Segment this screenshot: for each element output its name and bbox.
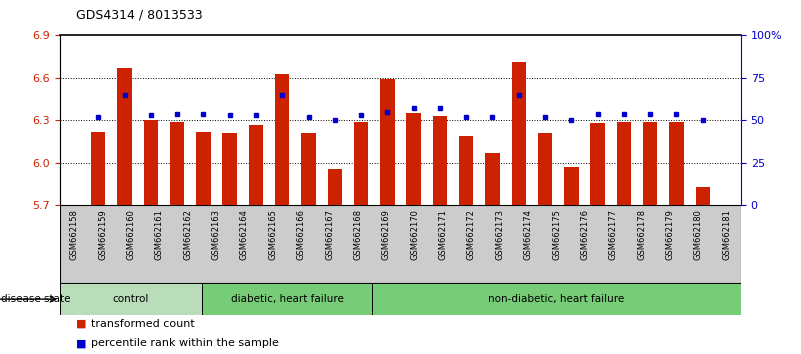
Text: ■: ■ [76,338,87,348]
Text: GSM662167: GSM662167 [325,209,334,260]
Bar [643,122,658,205]
Bar [670,122,684,205]
Bar [275,74,289,205]
Text: diabetic, heart failure: diabetic, heart failure [231,294,344,304]
Bar [564,167,578,205]
Bar [406,113,421,205]
Text: non-diabetic, heart failure: non-diabetic, heart failure [489,294,625,304]
Text: GSM662158: GSM662158 [70,209,78,260]
Bar [301,133,316,205]
Bar [170,122,184,205]
Bar [202,283,372,315]
Text: control: control [113,294,149,304]
Text: GSM662178: GSM662178 [637,209,646,260]
Text: GSM662168: GSM662168 [353,209,362,260]
Bar [617,122,631,205]
Bar [223,133,237,205]
Text: ■: ■ [76,319,87,329]
Bar [143,120,158,205]
Text: GSM662181: GSM662181 [723,209,731,260]
Bar [485,153,500,205]
Text: GSM662162: GSM662162 [183,209,192,260]
Text: GSM662169: GSM662169 [382,209,391,260]
Text: GSM662179: GSM662179 [666,209,674,260]
Bar [695,187,710,205]
Bar [328,169,342,205]
Bar [249,125,264,205]
Text: disease state: disease state [1,294,70,304]
Text: GSM662164: GSM662164 [240,209,249,260]
Text: GSM662160: GSM662160 [127,209,135,260]
Bar [60,283,202,315]
Text: transformed count: transformed count [91,319,195,329]
Text: GSM662173: GSM662173 [495,209,505,260]
Bar [372,283,741,315]
Text: GSM662174: GSM662174 [524,209,533,260]
Text: GSM662161: GSM662161 [155,209,164,260]
Bar [537,133,552,205]
Text: percentile rank within the sample: percentile rank within the sample [91,338,279,348]
Text: GSM662172: GSM662172 [467,209,476,260]
Text: GSM662180: GSM662180 [694,209,702,260]
Text: GSM662166: GSM662166 [296,209,306,260]
Bar [117,68,131,205]
Bar [380,79,395,205]
Text: GSM662163: GSM662163 [211,209,220,260]
Text: GSM662176: GSM662176 [581,209,590,260]
Text: GSM662159: GSM662159 [99,209,107,260]
Bar [196,132,211,205]
Text: GSM662170: GSM662170 [410,209,419,260]
Bar [512,62,526,205]
Bar [91,132,106,205]
Bar [459,136,473,205]
Text: GSM662171: GSM662171 [439,209,448,260]
Bar [354,122,368,205]
Text: GSM662165: GSM662165 [268,209,277,260]
Bar [590,123,605,205]
Text: GSM662175: GSM662175 [552,209,561,260]
Text: GDS4314 / 8013533: GDS4314 / 8013533 [76,8,203,21]
Text: GSM662177: GSM662177 [609,209,618,260]
Bar [433,116,447,205]
